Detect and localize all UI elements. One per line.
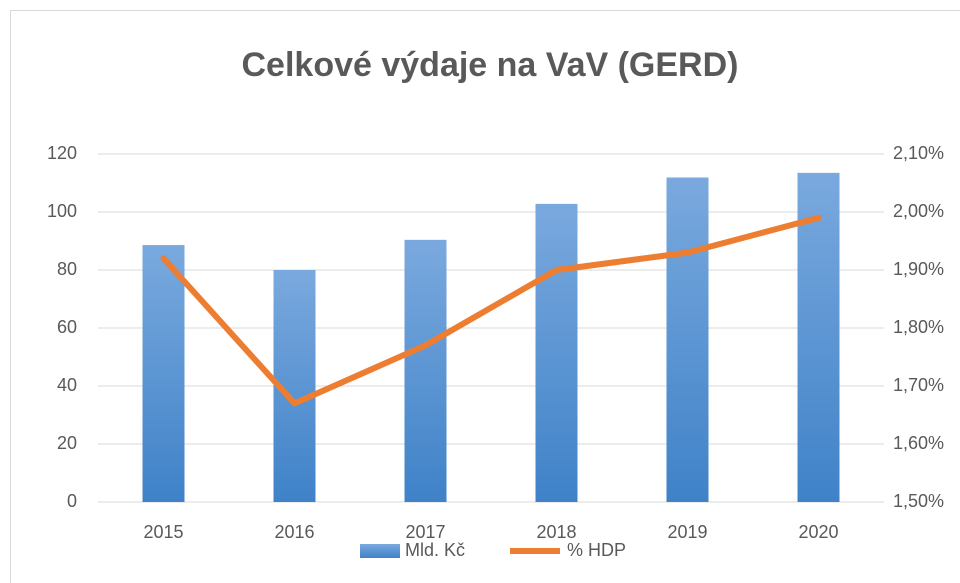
x-tick-label: 2016	[274, 522, 314, 542]
x-tick-label: 2018	[536, 522, 576, 542]
y2-tick-label: 2,10%	[893, 143, 944, 163]
y-tick-label: 0	[67, 491, 77, 511]
y2-tick-label: 1,80%	[893, 317, 944, 337]
y-tick-label: 60	[57, 317, 77, 337]
y2-tick-label: 2,00%	[893, 201, 944, 221]
bar	[535, 203, 578, 502]
x-tick-label: 2017	[405, 522, 445, 542]
y-tick-label: 80	[57, 259, 77, 279]
line	[160, 214, 822, 407]
x-tick-label: 2020	[798, 522, 838, 542]
y-tick-label: 100	[47, 201, 77, 221]
legend-label: % HDP	[567, 540, 626, 560]
y-tick-label: 40	[57, 375, 77, 395]
chart-title: Celkové výdaje na VaV (GERD)	[242, 46, 739, 84]
y2-tick-label: 1,60%	[893, 433, 944, 453]
legend-swatch	[360, 544, 400, 558]
y-tick-label: 20	[57, 433, 77, 453]
bar	[404, 239, 447, 502]
bar	[797, 172, 840, 502]
bar	[142, 245, 185, 502]
y2-tick-label: 1,70%	[893, 375, 944, 395]
x-tick-label: 2015	[143, 522, 183, 542]
x-tick-label: 2019	[667, 522, 707, 542]
y2-tick-label: 1,50%	[893, 491, 944, 511]
bar	[666, 177, 709, 503]
legend-label: Mld. Kč	[405, 540, 465, 560]
y2-tick-label: 1,90%	[893, 259, 944, 279]
y-tick-label: 120	[47, 143, 77, 163]
